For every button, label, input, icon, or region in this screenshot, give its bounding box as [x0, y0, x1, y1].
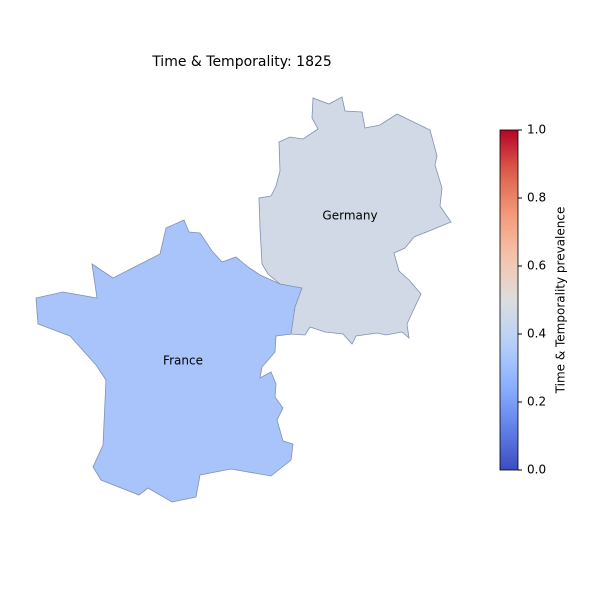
colorbar-label: Time & Temporality prevalence: [554, 207, 568, 395]
region: [35, 219, 304, 503]
region-label: Germany: [322, 209, 377, 223]
colorbar-tick-label: 0.2: [527, 395, 546, 409]
colorbar-fill: [499, 129, 519, 471]
region-label: France: [163, 354, 203, 368]
regions: France Germany: [35, 96, 452, 503]
colorbar-tick-label: 0.4: [527, 327, 546, 341]
colorbar-tick-label: 0.0: [527, 463, 546, 477]
region: [258, 96, 452, 345]
map-title: Time & Temporality: 1825: [151, 54, 332, 70]
colorbar: 0.0 0.2 0.4 0.6 0.8 1.0 Time & Temporality pre…: [499, 123, 568, 477]
colorbar-tick-label: 0.8: [527, 191, 546, 205]
colorbar-tick-label: 0.6: [527, 259, 546, 273]
colorbar-tick-label: 1.0: [527, 123, 546, 137]
